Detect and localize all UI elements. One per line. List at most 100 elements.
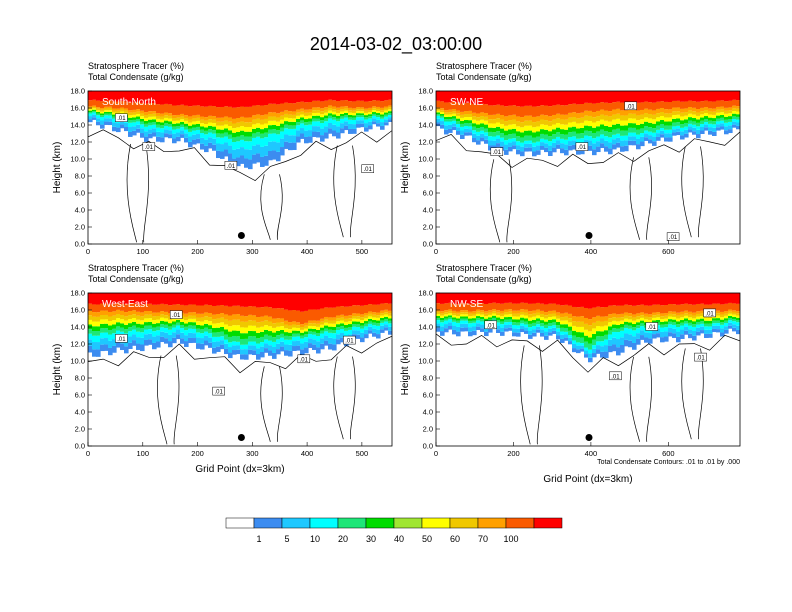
tracer-cell — [668, 137, 673, 142]
tracer-cell — [120, 109, 125, 112]
tracer-cell — [692, 91, 697, 102]
tracer-cell — [272, 133, 277, 142]
tracer-cell — [624, 293, 629, 305]
tracer-cell — [480, 137, 485, 142]
tracer-cell — [340, 320, 345, 324]
tracer-cell — [200, 106, 205, 117]
tracer-cell — [728, 309, 733, 312]
tracer-cell — [728, 121, 733, 126]
tracer-cell — [552, 310, 557, 314]
tracer-cell — [580, 306, 585, 317]
tracer-cell — [632, 123, 637, 128]
tracer-cell — [156, 104, 161, 114]
tracer-cell — [248, 314, 253, 321]
x-tick-label: 300 — [246, 247, 259, 256]
tracer-cell — [124, 329, 129, 334]
tracer-cell — [196, 343, 201, 349]
tracer-cell — [536, 91, 541, 107]
tracer-cell — [716, 325, 721, 330]
tracer-cell — [600, 307, 605, 317]
tracer-cell — [388, 303, 392, 311]
tracer-cell — [376, 329, 381, 335]
tracer-cell — [188, 328, 193, 333]
tracer-cell — [296, 91, 301, 103]
tracer-cell — [464, 126, 469, 129]
tracer-cell — [108, 100, 113, 107]
tracer-cell — [212, 138, 217, 145]
tracer-cell — [624, 321, 629, 325]
tracer-cell — [552, 293, 557, 304]
tracer-cell — [448, 114, 453, 117]
tracer-cell — [88, 100, 93, 107]
tracer-cell — [352, 305, 357, 314]
tracer-cell — [144, 314, 149, 319]
tracer-cell — [124, 127, 129, 132]
tracer-cell — [140, 113, 145, 117]
tracer-cell — [188, 304, 193, 313]
tracer-cell — [252, 145, 257, 155]
tracer-cell — [140, 328, 145, 333]
tracer-cell — [244, 327, 249, 334]
tracer-cell — [328, 110, 333, 114]
tracer-cell — [92, 331, 97, 336]
tracer-cell — [660, 316, 665, 320]
tracer-cell — [508, 91, 513, 106]
tracer-cell — [728, 318, 733, 321]
tracer-cell — [496, 131, 501, 136]
tracer-cell — [508, 142, 513, 147]
tracer-cell — [100, 101, 105, 109]
tracer-cell — [164, 324, 169, 329]
tracer-cell — [384, 114, 389, 117]
tracer-cell — [372, 118, 377, 122]
tracer-cell — [336, 321, 341, 325]
tracer-cell — [308, 309, 313, 321]
tracer-cell — [464, 132, 469, 136]
tracer-cell — [668, 324, 673, 328]
tracer-cell — [100, 293, 105, 304]
tracer-cell — [104, 310, 109, 315]
tracer-cell — [540, 323, 545, 327]
tracer-cell — [504, 302, 509, 310]
tracer-cell — [204, 130, 209, 135]
tracer-cell — [728, 313, 733, 316]
tracer-cell — [328, 326, 333, 330]
tracer-cell — [280, 138, 285, 148]
tracer-cell — [564, 312, 569, 317]
tracer-cell — [688, 293, 693, 305]
tracer-cell — [680, 293, 685, 305]
tracer-cell — [528, 311, 533, 315]
tracer-cell — [352, 108, 357, 111]
tracer-cell — [604, 102, 609, 111]
tracer-cell — [472, 320, 477, 323]
tracer-cell — [312, 113, 317, 116]
tracer-cell — [724, 119, 729, 123]
tracer-cell — [108, 108, 113, 111]
tracer-cell — [444, 91, 449, 103]
tracer-cell — [544, 147, 549, 153]
tracer-cell — [552, 105, 557, 115]
tracer-cell — [128, 120, 133, 123]
tracer-cell — [272, 352, 277, 359]
tracer-cell — [436, 303, 441, 310]
tracer-cell — [584, 110, 589, 116]
tracer-cell — [176, 319, 181, 323]
tracer-cell — [376, 320, 381, 324]
tracer-cell — [284, 134, 289, 142]
tracer-cell — [516, 91, 521, 107]
tracer-cell — [568, 330, 573, 336]
tracer-cell — [560, 334, 565, 339]
tracer-cell — [380, 320, 385, 323]
tracer-cell — [452, 319, 457, 322]
tracer-cell — [656, 322, 661, 326]
tracer-cell — [224, 142, 229, 150]
tracer-cell — [516, 313, 521, 317]
tracer-cell — [568, 341, 573, 345]
condensate-contours — [88, 129, 392, 243]
tracer-cell — [172, 293, 177, 305]
tracer-cell — [696, 109, 701, 113]
tracer-cell — [316, 100, 321, 108]
tracer-cell — [376, 91, 381, 101]
tracer-cell — [596, 331, 601, 337]
tracer-cell — [112, 293, 117, 304]
tracer-cell — [544, 91, 549, 106]
